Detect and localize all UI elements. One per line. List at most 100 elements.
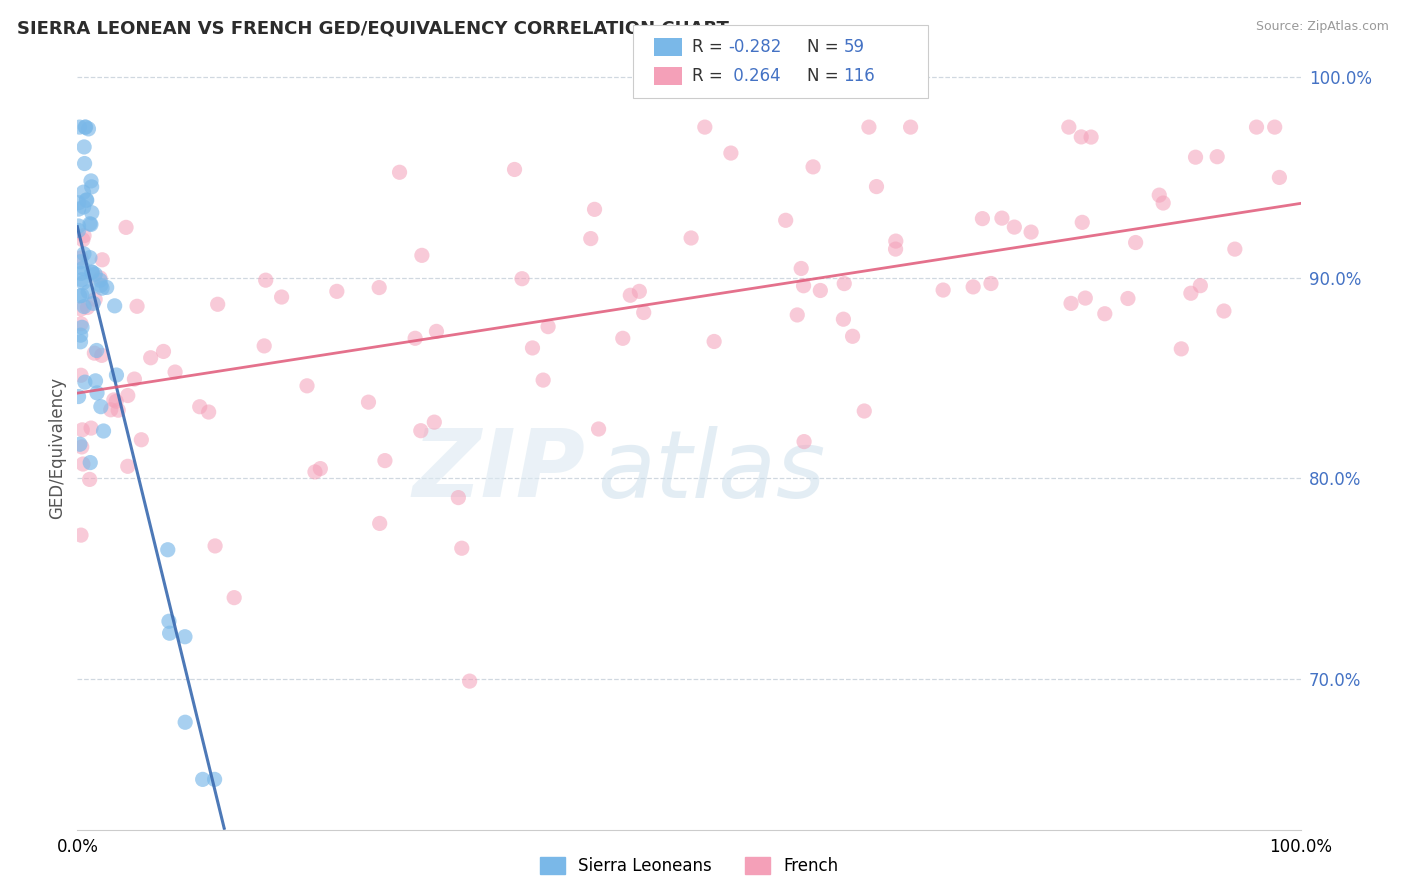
Point bbox=[117, 388, 139, 402]
Point bbox=[1057, 120, 1080, 134]
Point bbox=[1180, 286, 1202, 301]
Point bbox=[409, 424, 432, 438]
Point bbox=[77, 285, 100, 299]
Point bbox=[703, 334, 725, 349]
Text: 59: 59 bbox=[844, 37, 865, 56]
Point bbox=[80, 174, 103, 188]
Point bbox=[522, 341, 544, 355]
Point bbox=[70, 528, 93, 542]
Point bbox=[991, 211, 1014, 226]
Point bbox=[107, 403, 129, 417]
Point bbox=[1264, 120, 1286, 134]
Point bbox=[67, 223, 90, 237]
Point bbox=[152, 344, 174, 359]
Point bbox=[972, 211, 994, 226]
Point bbox=[156, 542, 179, 557]
Point bbox=[1074, 291, 1097, 305]
Point bbox=[80, 205, 103, 219]
Point bbox=[104, 299, 127, 313]
Point bbox=[67, 390, 90, 404]
Point bbox=[72, 233, 94, 247]
Point bbox=[295, 379, 318, 393]
Point bbox=[86, 385, 108, 400]
Point bbox=[73, 156, 96, 170]
Point bbox=[75, 193, 97, 207]
Point bbox=[157, 614, 180, 628]
Point bbox=[254, 273, 277, 287]
Point bbox=[1268, 170, 1291, 185]
Point bbox=[633, 305, 655, 319]
Point bbox=[117, 459, 139, 474]
Point bbox=[69, 120, 91, 134]
Text: R =: R = bbox=[692, 37, 728, 56]
Point bbox=[100, 402, 122, 417]
Point bbox=[1060, 296, 1083, 310]
Point bbox=[388, 165, 411, 179]
Point bbox=[884, 242, 907, 256]
Point bbox=[588, 422, 610, 436]
Point bbox=[91, 281, 114, 295]
Point bbox=[853, 404, 876, 418]
Point bbox=[69, 328, 91, 343]
Point bbox=[1223, 242, 1246, 256]
Point bbox=[357, 395, 380, 409]
Point bbox=[103, 392, 125, 407]
Point bbox=[84, 267, 107, 281]
Point bbox=[531, 373, 554, 387]
Point bbox=[82, 265, 104, 279]
Text: Source: ZipAtlas.com: Source: ZipAtlas.com bbox=[1256, 20, 1389, 33]
Point bbox=[720, 146, 742, 161]
Point bbox=[832, 312, 855, 326]
Point bbox=[89, 273, 111, 287]
Point bbox=[83, 346, 105, 360]
Point bbox=[69, 254, 91, 268]
Point bbox=[70, 251, 93, 265]
Point bbox=[79, 251, 101, 265]
Point bbox=[73, 247, 96, 261]
Point bbox=[90, 400, 112, 414]
Point bbox=[1071, 215, 1094, 229]
Point bbox=[70, 317, 93, 331]
Point bbox=[865, 179, 887, 194]
Point bbox=[75, 120, 97, 134]
Point bbox=[884, 234, 907, 248]
Point bbox=[69, 334, 91, 349]
Point bbox=[131, 433, 153, 447]
Point bbox=[425, 325, 447, 339]
Point bbox=[681, 231, 703, 245]
Point bbox=[404, 331, 426, 345]
Point bbox=[70, 266, 93, 280]
Point bbox=[962, 280, 984, 294]
Point bbox=[79, 456, 101, 470]
Point bbox=[628, 285, 651, 299]
Point bbox=[579, 231, 602, 245]
Point bbox=[91, 252, 114, 267]
Point bbox=[900, 120, 922, 134]
Point bbox=[197, 405, 219, 419]
Point bbox=[841, 329, 863, 343]
Point bbox=[90, 278, 112, 293]
Point bbox=[165, 365, 187, 379]
Point bbox=[69, 437, 91, 451]
Point bbox=[70, 320, 93, 334]
Point bbox=[84, 293, 107, 307]
Point bbox=[1170, 342, 1192, 356]
Text: 116: 116 bbox=[844, 67, 876, 86]
Point bbox=[105, 394, 128, 409]
Point bbox=[80, 265, 103, 279]
Point bbox=[1184, 150, 1206, 164]
Text: 0.264: 0.264 bbox=[728, 67, 780, 86]
Point bbox=[786, 308, 808, 322]
Point bbox=[115, 220, 138, 235]
Point bbox=[1002, 220, 1025, 235]
Point bbox=[70, 273, 93, 287]
Text: SIERRA LEONEAN VS FRENCH GED/EQUIVALENCY CORRELATION CHART: SIERRA LEONEAN VS FRENCH GED/EQUIVALENCY… bbox=[17, 20, 728, 37]
Point bbox=[368, 516, 391, 531]
Point bbox=[72, 261, 94, 276]
Point bbox=[70, 368, 93, 383]
Point bbox=[67, 202, 90, 216]
Point bbox=[191, 772, 214, 787]
Point bbox=[76, 193, 98, 207]
Point bbox=[693, 120, 716, 134]
Point bbox=[423, 415, 446, 429]
